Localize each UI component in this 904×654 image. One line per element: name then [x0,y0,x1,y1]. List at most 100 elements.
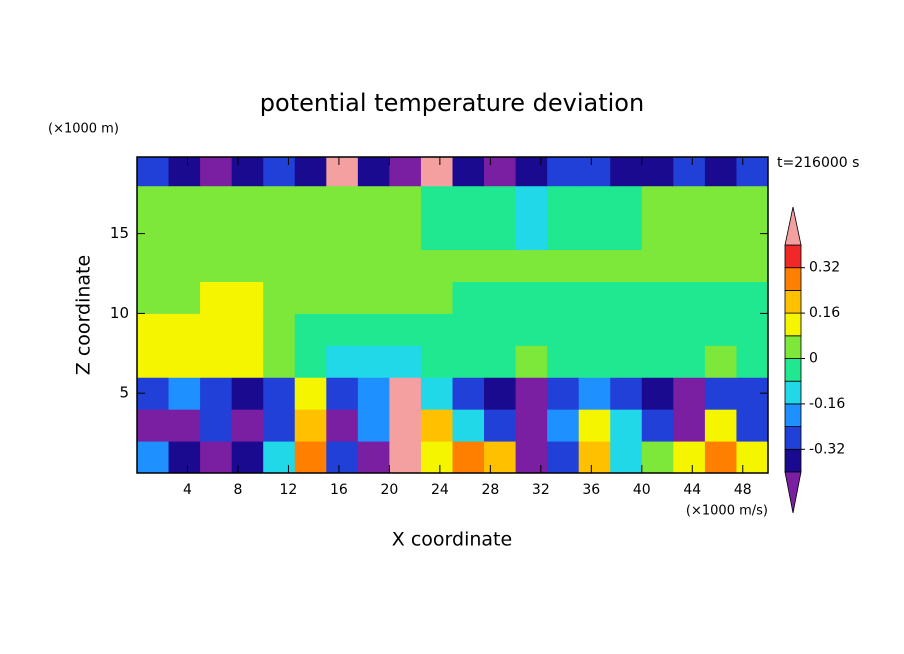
field-cell [610,185,643,219]
field-cell [326,217,359,251]
colorbar-tick-label: 0.32 [809,260,840,276]
field-cell [641,185,674,219]
field-cell [641,249,674,282]
colorbar-tick-label: 0 [809,351,818,367]
field-cell [547,249,580,282]
field-cell [326,313,359,346]
field-cell [294,409,327,442]
field-cell [578,377,611,410]
x-tick-label: 32 [532,482,550,498]
field-cell [704,281,737,314]
colorbar-tick-label: -0.32 [809,441,845,457]
y-unit: (×1000 m) [48,122,119,137]
field-cell [168,281,201,314]
field-cell [389,409,422,442]
field-cell [263,313,296,346]
field-cell [736,313,768,346]
field-cell [263,377,296,410]
x-tick-label: 16 [330,482,348,498]
field-cell [452,409,485,442]
field-cell [515,409,548,442]
field-cell [484,441,517,473]
field-cell [515,281,548,314]
field-cell [673,377,706,410]
field-cell [610,409,643,442]
field-cell [515,217,548,251]
field-cell [484,185,517,219]
x-tick-label: 20 [380,482,398,498]
field-cell [231,377,264,410]
field-cell [231,409,264,442]
field-cell [547,377,580,410]
field-cell [231,249,264,282]
field-cell [547,157,580,187]
field-cell [704,157,737,187]
field-cell [515,313,548,346]
field-cell [231,217,264,251]
field-cell [515,441,548,473]
field-cell [420,313,453,346]
field-cell [547,345,580,378]
colorbar-box [784,380,802,405]
field-cell [420,249,453,282]
field-cell [484,313,517,346]
field-cell [263,157,296,187]
colorbar-box [784,426,802,450]
field-cell [547,313,580,346]
x-tick-label: 48 [734,482,752,498]
plot-frame [136,156,769,474]
field-cell [610,217,643,251]
field-cell [704,217,737,251]
field-cell [452,441,485,473]
field-cell [200,281,233,314]
y-tick-label: 10 [110,304,129,322]
field-cell [294,217,327,251]
field-cell [452,313,485,346]
field-cell [137,441,170,473]
colorbar-box [784,335,802,359]
field-cell [294,345,327,378]
y-axis-label: Z coordinate [73,255,95,375]
field-cell [484,249,517,282]
field-cell [578,217,611,251]
x-tick-label: 8 [233,482,242,498]
field-cell [420,441,453,473]
field-cell [420,185,453,219]
field-cell [610,157,643,187]
field-cell [736,249,768,282]
field-cell [168,185,201,219]
x-tick-label: 40 [633,482,651,498]
field-cell [610,441,643,473]
field-cell [357,377,390,410]
field-cell [231,281,264,314]
field-cell [137,185,170,219]
field-cell [357,217,390,251]
y-tick-label: 15 [110,224,129,242]
field-cell [326,409,359,442]
field-cell [610,313,643,346]
field-cell [263,281,296,314]
field-cell [357,281,390,314]
field-cell [326,281,359,314]
field-cell [673,313,706,346]
field-cell [357,185,390,219]
field-cell [389,249,422,282]
field-cell [200,157,233,187]
field-cell [357,345,390,378]
field-cell [641,313,674,346]
field-cell [357,409,390,442]
field-cell [231,185,264,219]
field-cell [200,217,233,251]
field-cell [515,157,548,187]
colorbar-box [784,358,802,382]
field-cell [673,441,706,473]
field-cell [389,217,422,251]
x-axis-label: X coordinate [392,529,512,551]
field-cell [168,377,201,410]
field-cell [168,409,201,442]
x-tick-label: 12 [280,482,298,498]
field-cell [704,409,737,442]
field-cell [231,157,264,187]
field-cell [326,345,359,378]
field-cell [389,313,422,346]
